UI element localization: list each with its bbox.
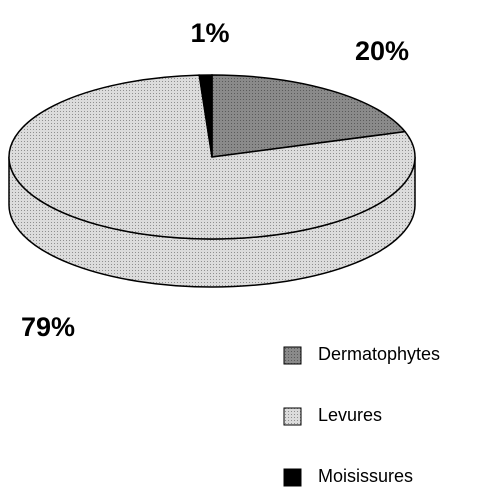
legend-label: Levures (318, 405, 382, 425)
legend-label: Dermatophytes (318, 344, 440, 364)
pie-tops (8, 74, 416, 240)
legend-label: Moisissures (318, 466, 413, 486)
legend: Dermatophytes Levures Moisissures (283, 344, 440, 487)
value-label: 1% (190, 18, 229, 48)
slice-texture (212, 75, 406, 157)
value-label: 79% (21, 312, 75, 342)
slice-texture (8, 75, 416, 240)
legend-swatch-texture (284, 469, 301, 486)
legend-swatch-texture (284, 347, 301, 364)
value-label: 20% (355, 36, 409, 66)
value-labels: 20% 79% 1% (21, 18, 409, 342)
slice-texture (199, 75, 212, 157)
legend-swatch-texture (284, 408, 301, 425)
slice-side-texture (9, 157, 415, 287)
